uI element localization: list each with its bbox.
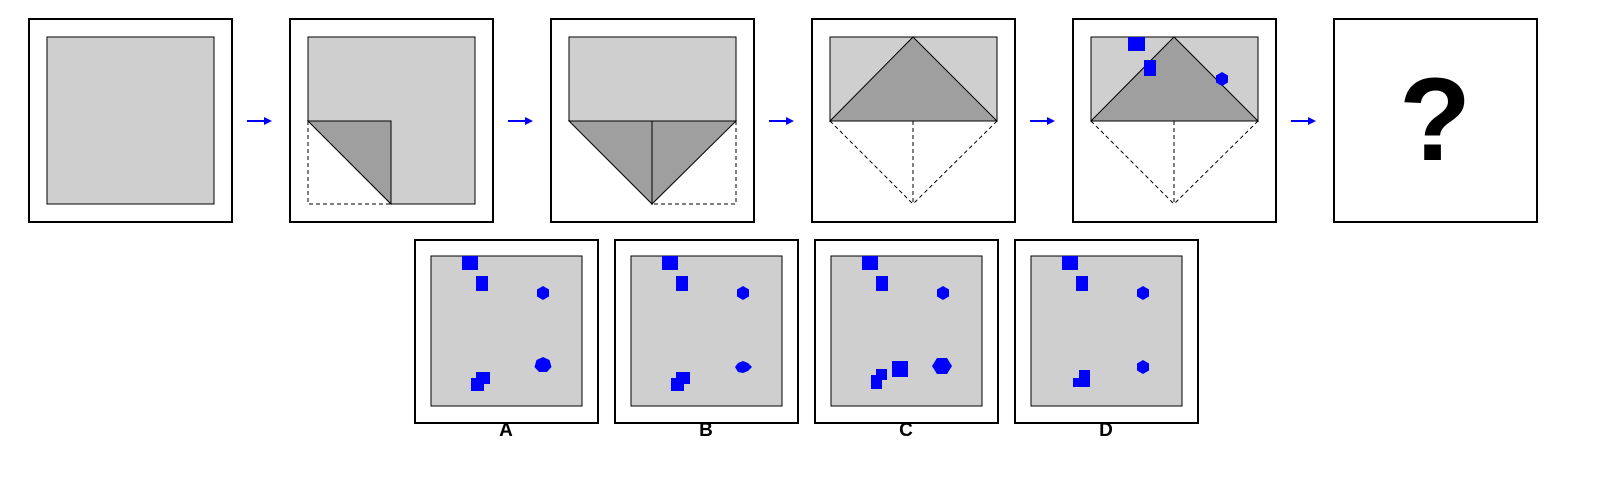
paper-square <box>46 36 215 205</box>
step-3-panel <box>550 18 755 223</box>
question-mark: ? <box>1399 54 1471 186</box>
arrow-3 <box>769 117 794 125</box>
folded-flap <box>306 120 392 206</box>
hole-double-square <box>1073 370 1090 387</box>
arrow-2 <box>508 117 533 125</box>
hole-hexagon <box>737 286 749 300</box>
option-a-label[interactable]: A <box>499 420 513 441</box>
punch-hole-hexagon <box>1216 72 1228 86</box>
punch-hole-square <box>1144 60 1156 76</box>
step-5-panel <box>1072 18 1277 223</box>
hole-square <box>1076 276 1088 291</box>
step-4-panel <box>811 18 1016 223</box>
hole-heptagon <box>534 357 552 372</box>
unfolded-paper <box>1030 255 1183 407</box>
unfolded-paper <box>430 255 583 407</box>
hole-square <box>476 276 488 291</box>
option-c-panel[interactable] <box>814 239 999 424</box>
step-1-panel <box>28 18 233 223</box>
option-b-label[interactable]: B <box>699 420 713 441</box>
panel-frame <box>1333 18 1538 223</box>
option-d-panel[interactable] <box>1014 239 1199 424</box>
step-2-panel <box>289 18 494 223</box>
hole-hexagon-large <box>932 358 952 374</box>
hole-square <box>662 256 678 270</box>
arrow-1 <box>247 117 272 125</box>
unfolded-paper <box>630 255 783 407</box>
option-c-label[interactable]: C <box>899 420 913 441</box>
paper-shape <box>568 36 737 122</box>
fold-outline-dashed <box>1090 120 1259 205</box>
hole-hexagon <box>537 286 549 300</box>
option-d-label[interactable]: D <box>1099 420 1113 441</box>
punch-hole-square <box>1128 37 1145 51</box>
arrow-5 <box>1291 117 1316 125</box>
hole-square <box>892 361 908 377</box>
hole-square <box>1062 256 1078 270</box>
hole-square <box>862 256 878 270</box>
hole-hexagon <box>1137 286 1149 300</box>
hole-hexagon <box>937 286 949 300</box>
hole-square <box>876 276 888 291</box>
hole-double-square <box>671 372 690 391</box>
fold-outline-dashed <box>829 120 998 205</box>
hole-square <box>676 276 688 291</box>
answer-panel: ? <box>1333 18 1538 223</box>
option-b-panel[interactable] <box>614 239 799 424</box>
hole-double-square <box>871 369 887 389</box>
unfolded-paper <box>830 255 983 407</box>
hole-square <box>462 256 478 270</box>
arrow-4 <box>1030 117 1055 125</box>
option-a-panel[interactable] <box>414 239 599 424</box>
hole-irregular <box>735 361 752 373</box>
folded-flap-right <box>651 120 738 206</box>
hole-double-square <box>471 372 490 391</box>
hole-hexagon <box>1137 360 1149 374</box>
